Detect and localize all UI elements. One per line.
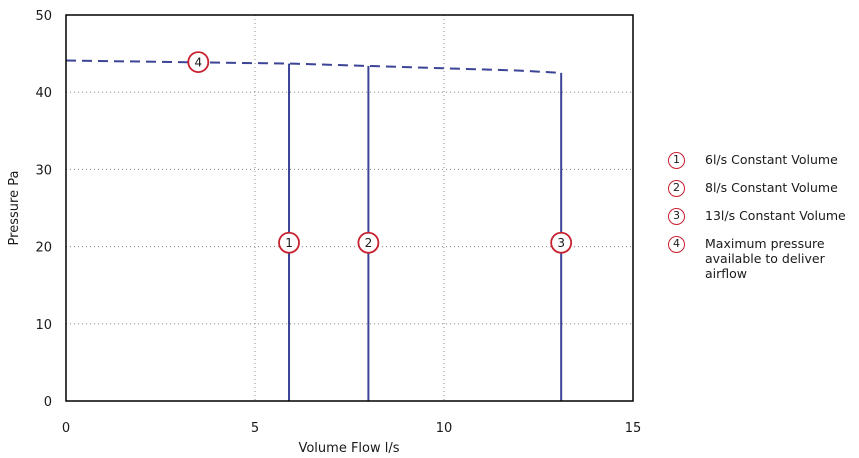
series-markers: 1 2 3 4: [187, 51, 573, 254]
plot-frame: [65, 14, 634, 402]
legend-item-1: 1 6l/s Constant Volume: [668, 152, 859, 169]
marker-label-3: 3: [557, 236, 565, 250]
legend-badge: 4: [668, 236, 685, 253]
x-tick-label: 5: [251, 421, 259, 436]
y-tick-label: 40: [35, 86, 52, 101]
marker-circle-2: [357, 231, 380, 254]
marker-circle-4: [187, 51, 210, 73]
x-axis-label: Volume Flow l/s: [298, 441, 399, 456]
marker-circle-1: [278, 231, 300, 254]
legend-text: 8l/s Constant Volume: [705, 180, 838, 195]
y-tick-label: 50: [35, 9, 52, 24]
series-group: [65, 59, 563, 401]
x-tick-label: 0: [62, 421, 70, 436]
marker-circle-3: [550, 231, 573, 254]
legend-badge: 1: [668, 152, 685, 169]
legend-item-3: 3 13l/s Constant Volume: [668, 208, 859, 225]
marker-label-2: 2: [365, 236, 373, 250]
legend-item-4: 4 Maximum pressure available to deliver a…: [668, 236, 859, 281]
legend-item-2: 2 8l/s Constant Volume: [668, 180, 859, 197]
x-tick-label: 10: [436, 421, 453, 436]
y-tick-label: 30: [35, 163, 52, 178]
x-tick-label: 15: [625, 421, 642, 436]
legend-badge: 2: [668, 180, 685, 197]
y-tick-label: 20: [35, 241, 52, 256]
marker-label-4: 4: [194, 56, 202, 70]
y-tick-label: 10: [35, 318, 52, 333]
legend-badge: 3: [668, 208, 685, 225]
tick-labels: 0 5 10 15 0 10 20 30 40 50: [35, 9, 641, 436]
grid-lines: [66, 15, 633, 401]
legend-text: 6l/s Constant Volume: [705, 152, 838, 167]
legend-text: Maximum pressure available to deliver ai…: [705, 236, 825, 281]
legend: 1 6l/s Constant Volume 2 8l/s Constant Volu…: [668, 152, 859, 292]
series-line-4: [65, 59, 562, 74]
marker-label-1: 1: [285, 236, 293, 250]
legend-text: 13l/s Constant Volume: [705, 208, 846, 223]
y-tick-label: 0: [44, 395, 52, 410]
y-axis-label: Pressure Pa: [7, 171, 22, 246]
